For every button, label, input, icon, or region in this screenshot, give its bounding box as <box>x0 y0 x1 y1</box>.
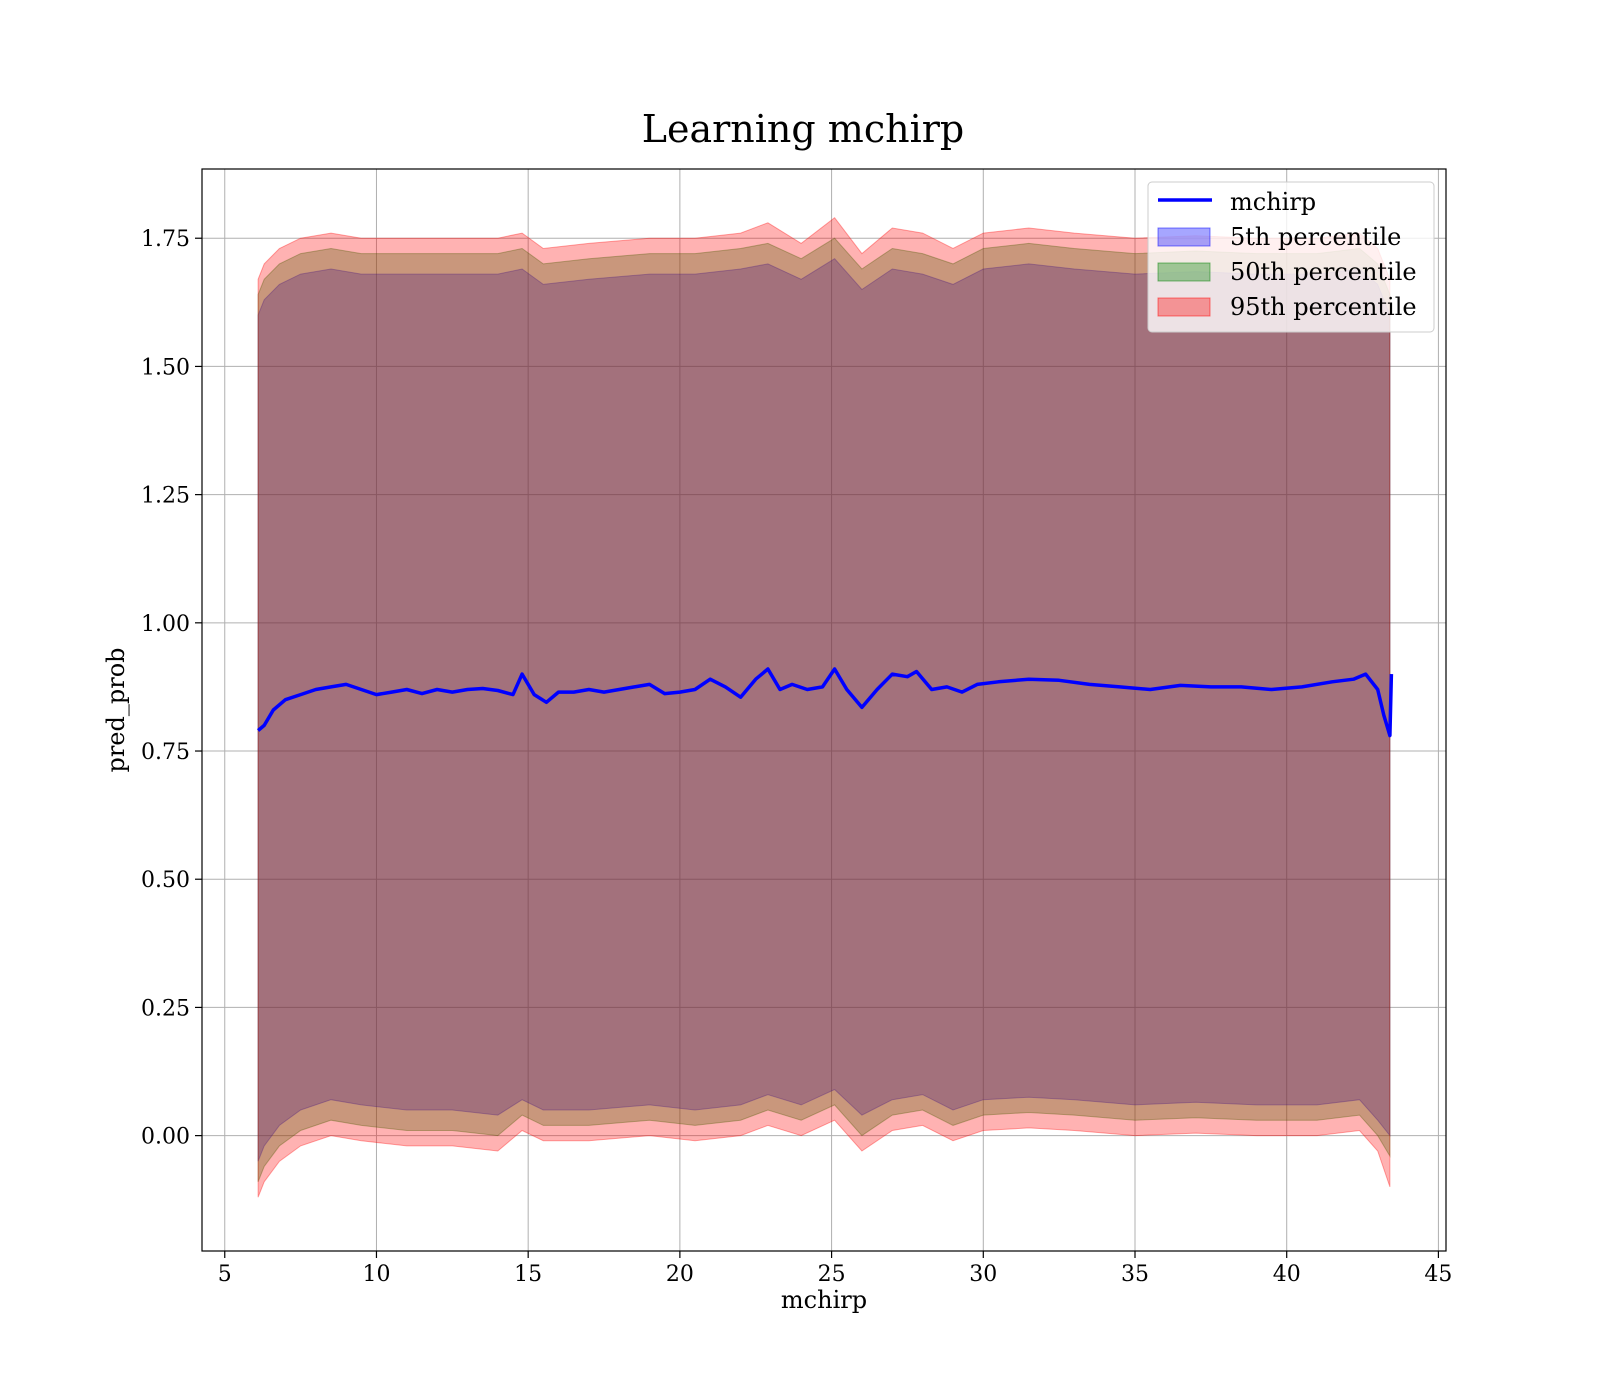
legend-label-50th-percentile: 50th percentile <box>1230 258 1417 286</box>
x-tick-label: 20 <box>666 1262 694 1287</box>
x-tick-label: 40 <box>1273 1262 1301 1287</box>
y-tick-label: 0.00 <box>141 1125 190 1150</box>
x-tick-label: 5 <box>218 1262 232 1287</box>
y-tick-label: 1.00 <box>141 612 190 637</box>
legend-swatch-95th-percentile <box>1157 297 1211 317</box>
legend-swatch-50th-percentile <box>1157 262 1211 282</box>
legend-frame <box>1147 181 1435 333</box>
y-tick-label: 1.50 <box>141 355 190 380</box>
legend-swatch-5th-percentile <box>1157 227 1211 247</box>
grid <box>202 169 1446 1251</box>
y-tick-label: 0.50 <box>141 868 190 893</box>
x-tick-label: 30 <box>969 1262 997 1287</box>
chart-title: Learning mchirp <box>642 107 964 151</box>
y-axis-ticks: 0.00 0.25 0.50 0.75 1.00 1.25 1.50 1.75 <box>141 227 202 1150</box>
plot-frame <box>201 168 1447 1252</box>
legend-label-mchirp: mchirp <box>1230 188 1316 216</box>
band-5th-percentile <box>257 258 1391 1162</box>
x-axis-label: mchirp <box>781 1286 867 1314</box>
y-tick-label: 0.25 <box>141 996 190 1021</box>
y-tick-label: 1.25 <box>141 484 190 509</box>
y-tick-label: 1.75 <box>141 227 190 252</box>
band-50th-percentile <box>257 237 1391 1182</box>
legend-label-5th-percentile: 5th percentile <box>1230 223 1401 251</box>
legend: mchirp 5th percentile 50th percentile 95… <box>1147 181 1435 333</box>
line-mchirp <box>256 667 1394 738</box>
legend-label-95th-percentile: 95th percentile <box>1230 293 1417 321</box>
x-axis-ticks: 5 10 15 20 25 30 35 40 45 <box>218 1251 1452 1287</box>
x-tick-label: 10 <box>362 1262 390 1287</box>
band-95th-percentile <box>257 216 1391 1198</box>
x-tick-label: 25 <box>818 1262 846 1287</box>
x-tick-label: 15 <box>514 1262 542 1287</box>
y-axis-label: pred_prob <box>102 647 130 772</box>
y-tick-label: 0.75 <box>141 740 190 765</box>
x-tick-label: 45 <box>1424 1262 1452 1287</box>
x-tick-label: 35 <box>1121 1262 1149 1287</box>
mchirp-line-layer <box>256 667 1394 738</box>
percentile-bands <box>257 216 1391 1198</box>
